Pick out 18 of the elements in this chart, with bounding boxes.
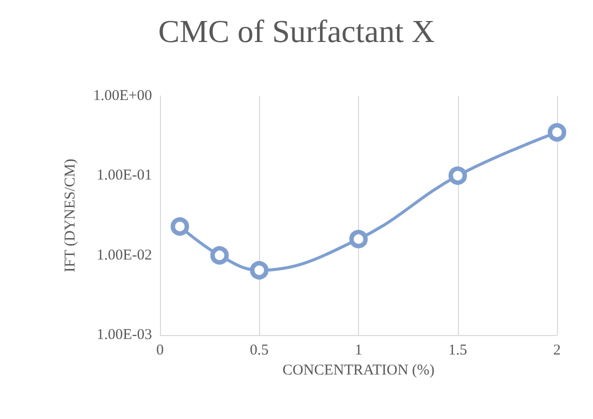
point: [349, 230, 368, 248]
point: [170, 217, 190, 236]
x-tick-label: 1.5: [448, 342, 468, 358]
y-tick-label: 1.00E-02: [96, 247, 152, 264]
point: [448, 166, 467, 185]
point: [250, 260, 268, 280]
point: [210, 246, 229, 265]
y-axis-title: IFT (DYNES/CM): [62, 158, 78, 272]
x-tick-label: 0.5: [250, 342, 269, 358]
y-tick-label: 1.00E-01: [96, 168, 152, 184]
x-tick-label: 0: [156, 342, 164, 358]
y-tick-label: 1.00E+00: [93, 88, 152, 104]
chart-title: CMC of Surfactant X: [158, 13, 435, 49]
x-tick-label: 2: [553, 342, 561, 358]
x-axis-title: CONCENTRATION (%): [282, 362, 435, 378]
y-tick-label: 1.00E-03: [96, 327, 152, 343]
x-tick-label: 1: [354, 342, 362, 358]
point: [548, 123, 566, 142]
